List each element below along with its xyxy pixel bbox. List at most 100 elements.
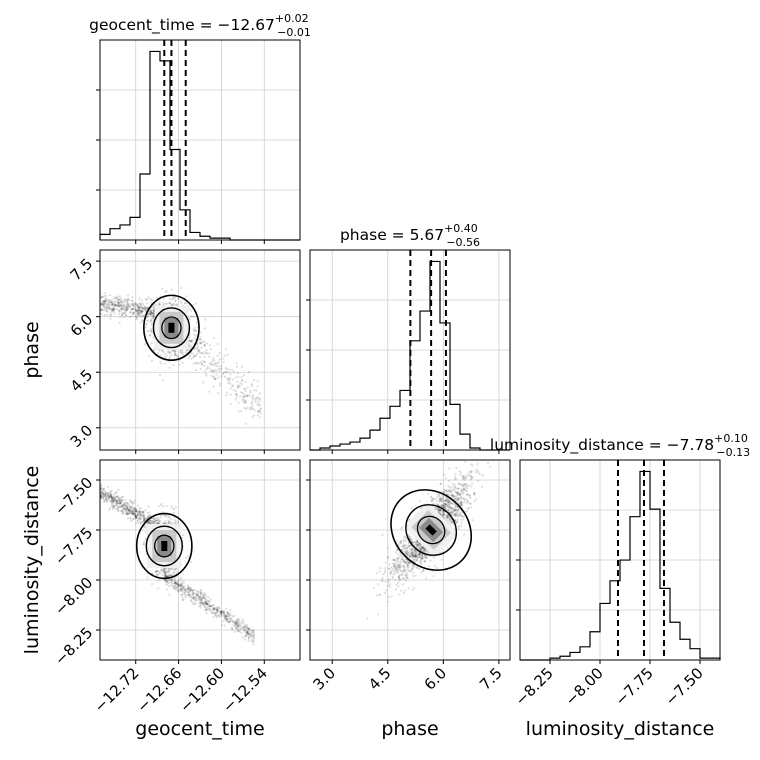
sample-point — [453, 509, 456, 512]
sample-point — [188, 593, 191, 597]
sample-point — [231, 627, 234, 630]
sample-point — [180, 593, 183, 597]
sample-point — [139, 516, 142, 519]
sample-point — [220, 611, 223, 614]
sample-point — [402, 571, 405, 574]
hist-bin — [150, 51, 160, 240]
sample-point — [124, 309, 127, 312]
sample-point — [392, 558, 395, 561]
sample-point — [213, 607, 216, 610]
sample-point — [128, 311, 132, 314]
sample-point — [208, 344, 212, 347]
sample-point — [200, 342, 203, 345]
sample-point — [450, 490, 453, 493]
sample-point — [412, 571, 415, 574]
sample-point — [447, 509, 450, 512]
sample-point — [222, 610, 225, 613]
sample-point — [486, 462, 490, 465]
sample-point — [424, 550, 428, 553]
sample-point — [401, 557, 404, 560]
sample-point — [481, 485, 484, 488]
sample-point — [125, 306, 128, 309]
sample-point — [234, 620, 237, 623]
sample-point — [406, 547, 409, 550]
sample-point — [405, 574, 408, 577]
sample-point — [420, 558, 423, 561]
sample-point — [206, 603, 209, 606]
sample-point — [457, 482, 461, 485]
sample-point — [235, 396, 238, 399]
sample-point — [247, 628, 250, 631]
sample-point — [154, 519, 157, 522]
sample-point — [189, 595, 192, 599]
sample-point — [162, 514, 165, 517]
sample-point — [163, 514, 166, 517]
sample-point — [153, 517, 156, 520]
sample-point — [147, 315, 150, 318]
sample-point — [160, 504, 163, 507]
sample-point — [104, 493, 107, 496]
sample-point — [192, 315, 195, 318]
joint-panel-geocent_time-phase — [99, 249, 301, 451]
sample-point — [109, 309, 113, 312]
sample-point — [160, 502, 163, 506]
sample-point — [122, 299, 125, 302]
sample-point — [252, 396, 255, 400]
sample-point — [168, 515, 171, 518]
sample-point — [229, 377, 232, 380]
sample-point — [460, 518, 463, 521]
sample-point — [121, 504, 124, 507]
sample-point — [179, 583, 182, 586]
sample-point — [223, 624, 226, 627]
sample-point — [212, 608, 215, 611]
sample-point — [448, 518, 452, 521]
sample-point — [188, 594, 191, 597]
sample-point — [204, 608, 207, 611]
sample-point — [415, 541, 418, 544]
sample-point — [446, 498, 449, 501]
sample-point — [244, 625, 247, 628]
sample-point — [141, 510, 144, 514]
sample-point — [177, 355, 180, 358]
sample-point — [176, 584, 179, 587]
sample-point — [110, 503, 113, 506]
sample-point — [166, 582, 170, 585]
sample-point — [151, 311, 154, 315]
sample-point — [103, 299, 107, 303]
sample-point — [457, 497, 460, 501]
sample-point — [204, 598, 207, 601]
sample-point — [129, 517, 132, 520]
sample-point — [122, 507, 125, 510]
sample-point — [190, 309, 193, 312]
sample-point — [188, 586, 191, 589]
sample-point — [410, 548, 414, 551]
sample-point — [212, 615, 215, 619]
sample-point — [195, 599, 198, 602]
sample-point — [100, 302, 103, 305]
sample-point — [164, 572, 168, 575]
sample-point — [139, 309, 142, 313]
sample-point — [140, 312, 144, 315]
sample-point — [104, 301, 107, 304]
sample-point — [419, 546, 422, 550]
sample-point — [422, 548, 425, 551]
sample-point — [411, 557, 414, 560]
sample-point — [234, 620, 238, 623]
sample-point — [148, 519, 151, 522]
sample-point — [176, 589, 179, 592]
sample-point — [226, 611, 229, 614]
sample-point — [245, 624, 249, 627]
sample-point — [125, 513, 128, 516]
sample-point — [111, 500, 114, 503]
sample-point — [214, 378, 217, 381]
sample-point — [254, 409, 257, 412]
sample-point — [202, 601, 205, 605]
sample-point — [118, 301, 121, 305]
sample-point — [192, 592, 195, 595]
sample-point — [208, 609, 211, 612]
sample-point — [456, 487, 459, 490]
sample-point — [101, 295, 104, 299]
sample-point — [119, 501, 122, 505]
sample-point — [104, 495, 107, 498]
sample-point — [133, 507, 137, 510]
